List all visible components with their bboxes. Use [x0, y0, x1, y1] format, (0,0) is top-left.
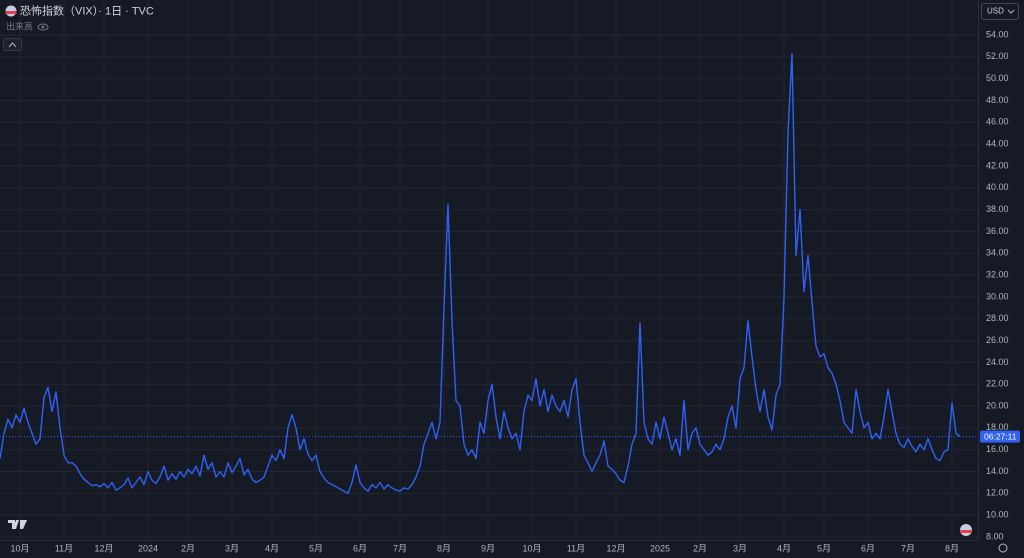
x-tick-label: 5月: [309, 543, 323, 553]
x-tick-label: 5月: [817, 543, 831, 553]
settings-icon[interactable]: [998, 543, 1008, 553]
y-tick-label: 46.00: [986, 117, 1009, 127]
tradingview-logo: [8, 520, 27, 529]
y-tick-label: 22.00: [986, 379, 1009, 389]
x-tick-label: 8月: [437, 543, 451, 553]
y-tick-label: 40.00: [986, 182, 1009, 192]
x-tick-label: 12月: [94, 543, 113, 553]
x-tick-label: 6月: [353, 543, 367, 553]
grid: [0, 0, 978, 540]
y-tick-label: 30.00: [986, 291, 1009, 301]
x-tick-label: 7月: [393, 543, 407, 553]
y-tick-label: 38.00: [986, 204, 1009, 214]
x-tick-label: 3月: [733, 543, 747, 553]
y-tick-label: 54.00: [986, 29, 1009, 39]
x-tick-label: 2月: [181, 543, 195, 553]
x-tick-label: 9月: [481, 543, 495, 553]
y-tick-label: 36.00: [986, 226, 1009, 236]
countdown-label: 06:27:11: [984, 431, 1017, 441]
eye-icon[interactable]: [37, 23, 49, 31]
x-tick-label: 2月: [693, 543, 707, 553]
y-tick-label: 48.00: [986, 95, 1009, 105]
x-tick-label: 10月: [522, 543, 541, 553]
currency-button[interactable]: [981, 3, 1019, 20]
y-tick-label: 52.00: [986, 51, 1009, 61]
currency-label: USD: [987, 7, 1004, 16]
collapse-button[interactable]: [3, 38, 22, 51]
x-tick-label: 12月: [606, 543, 625, 553]
flag-stripe-bottom: [960, 530, 972, 533]
y-tick-label: 44.00: [986, 139, 1009, 149]
y-tick-label: 8.00: [986, 531, 1004, 541]
x-tick-label: 10月: [10, 543, 29, 553]
y-tick-label: 28.00: [986, 313, 1009, 323]
y-tick-label: 10.00: [986, 510, 1009, 520]
x-tick-label: 7月: [901, 543, 915, 553]
collapse-icon: [8, 42, 17, 48]
y-tick-label: 16.00: [986, 444, 1009, 454]
x-tick-label: 3月: [225, 543, 239, 553]
y-tick-label: 42.00: [986, 160, 1009, 170]
x-tick-label: 2025: [650, 543, 670, 553]
chart-title: 恐怖指数（VIX）· 1日 · TVC: [20, 3, 154, 17]
x-tick-label: 11月: [567, 543, 585, 553]
x-tick-label: 2024: [138, 543, 158, 553]
y-tick-label: 34.00: [986, 248, 1009, 258]
price-line: [0, 52, 961, 495]
x-tick-label: 4月: [265, 543, 279, 553]
dropdown-icon: [1007, 9, 1015, 14]
y-tick-label: 50.00: [986, 73, 1009, 83]
y-tick-label: 14.00: [986, 466, 1009, 476]
y-tick-label: 26.00: [986, 335, 1009, 345]
x-tick-label: 6月: [861, 543, 875, 553]
y-tick-label: 32.00: [986, 269, 1009, 279]
y-tick-label: 18.00: [986, 422, 1009, 432]
last-price-badge: [980, 430, 1020, 443]
y-tick-label: 20.00: [986, 400, 1009, 410]
y-tick-label: 24.00: [986, 357, 1009, 367]
volume-label: 出来高: [6, 20, 33, 31]
x-tick-label: 4月: [777, 543, 791, 553]
x-tick-label: 8月: [945, 543, 959, 553]
flag-stripe: [5, 11, 17, 14]
x-tick-label: 11月: [55, 543, 73, 553]
y-tick-label: 12.00: [986, 488, 1009, 498]
